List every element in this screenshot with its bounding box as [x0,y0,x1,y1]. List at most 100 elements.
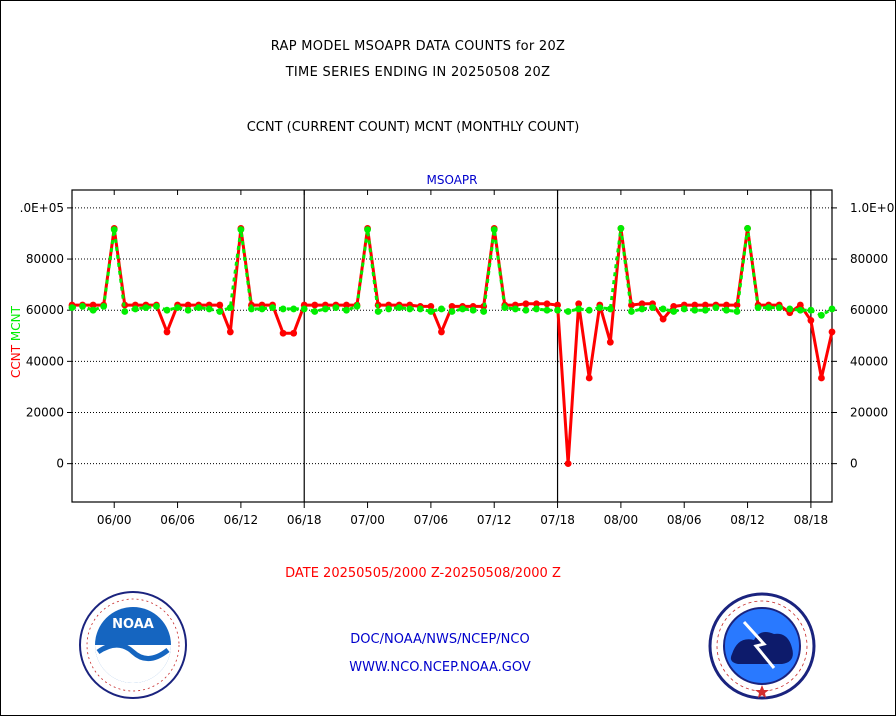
data-point-mcnt [121,308,129,315]
data-point-ccnt [638,300,646,308]
data-point-mcnt [321,305,329,313]
data-point-mcnt [110,226,118,234]
data-point-mcnt [775,304,783,312]
data-point-mcnt [226,304,234,312]
data-point-mcnt [100,302,108,310]
data-point-mcnt [258,305,266,313]
data-point-mcnt [237,226,245,234]
data-point-mcnt [501,304,509,312]
data-point-ccnt [438,328,445,336]
data-point-mcnt [522,306,530,314]
data-point-mcnt [659,305,667,313]
data-point-mcnt [670,308,678,315]
x-tick-label: 06/18 [287,513,322,527]
chart-title-line1: RAP MODEL MSOAPR DATA COUNTS for 20Z [270,39,566,54]
data-point-mcnt [807,306,815,314]
data-point-mcnt [406,305,414,313]
data-point-mcnt [490,226,498,234]
data-point-ccnt [818,374,825,382]
data-point-ccnt [89,301,97,309]
data-point-mcnt [364,226,371,234]
data-point-mcnt [205,305,213,313]
data-point-mcnt [543,306,551,314]
data-point-mcnt [153,302,160,310]
data-point-ccnt [311,301,319,309]
data-point-mcnt [174,304,181,312]
data-point-ccnt [575,300,583,308]
data-point-ccnt [184,301,192,309]
data-point-ccnt [216,301,224,309]
data-point-ccnt [163,328,171,336]
chart-title-line3: CCNT (CURRENT COUNT) MCNT (MONTHLY COUNT… [246,120,580,135]
data-point-mcnt [585,306,593,314]
data-point-mcnt [828,305,836,313]
x-tick-label: 06/06 [160,513,195,527]
data-point-mcnt [269,304,276,312]
y-tick-label: 60000 [26,303,64,317]
x-tick-label: 07/12 [477,513,512,527]
data-point-mcnt [596,304,604,312]
data-point-ccnt [522,300,530,308]
data-point-mcnt [79,302,86,310]
y-axis-label: CCNT MCNT [9,305,23,378]
y-tick-label-right: 60000 [850,303,888,317]
data-point-mcnt [374,308,382,315]
x-tick-label: 06/12 [224,513,259,527]
data-point-ccnt [606,338,614,346]
data-point-ccnt [828,328,836,336]
series-line-ccnt [72,226,834,466]
data-point-ccnt [543,300,551,308]
data-point-ccnt [290,329,298,337]
data-point-ccnt [585,374,593,382]
series-line-mcnt [71,226,833,317]
data-point-mcnt [796,306,804,314]
data-point-ccnt [659,315,667,323]
data-point-mcnt [395,304,403,312]
x-tick-label: 08/18 [794,513,829,527]
data-point-mcnt [89,306,97,314]
data-point-ccnt [279,329,287,337]
data-point-mcnt [448,308,456,315]
data-point-mcnt [469,306,477,314]
data-point-mcnt [723,306,730,314]
plot-frame [71,189,833,503]
data-point-mcnt [142,304,150,312]
data-point-mcnt [438,305,445,313]
data-point-ccnt [533,300,540,308]
noaa-logo-text: NOAA [112,617,154,632]
data-point-mcnt [649,304,656,312]
y-tick-label-right: 0 [850,457,858,471]
data-point-mcnt [131,305,139,313]
y-tick-label-right: 1.0E+0 [850,201,894,215]
data-point-ccnt [691,301,699,309]
data-point-mcnt [744,224,751,232]
data-point-ccnt [226,328,234,336]
data-point-mcnt [701,306,709,314]
data-point-ccnt [701,301,709,309]
data-point-mcnt [617,224,625,232]
x-tick-label: 08/12 [730,513,765,527]
data-point-ccnt [733,301,741,309]
footer-link-org[interactable]: DOC/NOAA/NWS/NCEP/NCO [350,632,530,647]
data-point-mcnt [564,308,572,315]
y-tick-label: 80000 [26,252,64,266]
data-point-ccnt [807,317,815,324]
data-point-mcnt [427,308,435,315]
data-point-mcnt [786,305,794,313]
data-point-ccnt [564,460,572,468]
x-tick-label: 06/00 [97,513,132,527]
data-point-mcnt [68,304,76,312]
y-tick-label-right: 20000 [850,405,888,419]
data-point-ccnt [796,301,804,309]
data-point-mcnt [216,308,224,315]
footer-link-website[interactable]: WWW.NCO.NCEP.NOAA.GOV [349,660,531,675]
data-point-ccnt [343,301,350,309]
data-point-mcnt [533,305,540,313]
data-point-mcnt [311,308,319,315]
y-tick-label: 0 [56,457,64,471]
data-point-mcnt [691,306,699,314]
data-point-mcnt [290,305,298,313]
data-point-mcnt [733,308,741,315]
chart-title-line2: TIME SERIES ENDING IN 20250508 20Z [285,65,551,80]
